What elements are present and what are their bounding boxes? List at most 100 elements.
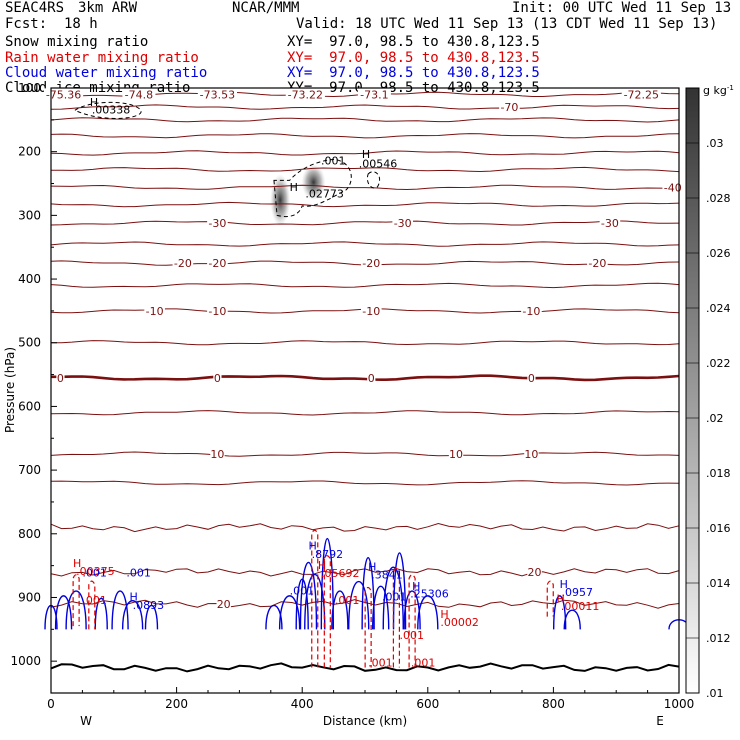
colorbar-unit: g kg bbox=[703, 84, 727, 97]
cloud-water-contour bbox=[563, 609, 581, 630]
colorbar-tick-label: .026 bbox=[706, 247, 731, 260]
x-tick-label: 400 bbox=[291, 697, 314, 711]
max-value-label: .8792 bbox=[312, 548, 344, 561]
colorbar-ticks: .01 .012 .014 .016 .018 .02 .022 .024 .026 .028 .0… bbox=[686, 137, 731, 700]
isotherm-label: 0 bbox=[214, 372, 221, 385]
isotherm-label-bg bbox=[207, 257, 228, 270]
colorbar-tick-label: .012 bbox=[706, 632, 731, 645]
isotherm-label: 0 bbox=[57, 372, 64, 385]
isotherm-label: -20 bbox=[362, 257, 380, 270]
colorbar-tick-label: .02 bbox=[706, 412, 724, 425]
ice-contour bbox=[73, 101, 142, 120]
isotherm-label: -20 bbox=[588, 257, 606, 270]
max-value-label: .05692 bbox=[321, 567, 360, 580]
isotherm-line bbox=[50, 104, 680, 110]
isotherm-label: -70 bbox=[500, 101, 518, 114]
colorbar-unit-exponent: -1 bbox=[727, 84, 734, 92]
y-tick-label: 1000 bbox=[10, 654, 41, 668]
isotherm-label: -73.1 bbox=[360, 88, 388, 101]
max-marker: H bbox=[318, 559, 326, 572]
max-value-label: .0893 bbox=[133, 599, 165, 612]
isotherm-label-bg bbox=[599, 217, 621, 230]
isotherm-label: -75.36 bbox=[46, 88, 81, 101]
axes: 0 200 400 600 800 100010020030040050060070080… bbox=[10, 81, 694, 711]
max-value-label: .25306 bbox=[410, 587, 449, 600]
cloud-water-contour bbox=[278, 595, 301, 630]
y-tick-label: 700 bbox=[18, 463, 41, 477]
cloud-water-contour bbox=[382, 566, 404, 630]
isotherm-line bbox=[50, 451, 680, 457]
x-tick-label: 0 bbox=[47, 697, 55, 711]
isotherm-label: -74.8 bbox=[125, 88, 153, 101]
max-marker: H bbox=[73, 557, 81, 570]
max-marker: H bbox=[560, 578, 568, 591]
cloud-water-contour bbox=[348, 581, 370, 630]
y-tick-label: 400 bbox=[18, 272, 41, 286]
forecast-hour: 18 h bbox=[64, 16, 98, 32]
max-value-label: .001 bbox=[290, 584, 315, 597]
max-marker: H bbox=[412, 580, 420, 593]
svg-text:g kg-1: g kg-1 bbox=[703, 84, 734, 97]
max-marker: H bbox=[440, 608, 448, 621]
field-xy-cloud: XY= 97.0, 98.5 to 430.8,123.5 bbox=[287, 65, 540, 81]
isotherm-label: 0 bbox=[528, 372, 535, 385]
cloud-water-contour bbox=[94, 597, 108, 630]
isotherm-label: -10 bbox=[146, 305, 164, 318]
isotherm-label-bg bbox=[360, 257, 382, 270]
isotherm-label: 10 bbox=[449, 448, 463, 461]
isotherm-label-bg bbox=[210, 448, 225, 461]
cloud-water-contour bbox=[417, 595, 439, 630]
cloud-water-contour bbox=[320, 537, 335, 630]
y-tick-label: 300 bbox=[18, 208, 41, 222]
max-value-label: .001 bbox=[321, 154, 346, 167]
contour-labels: -75.36 -74.8 -73.53 -73.22 -73.1 -72.25 -70 -40… bbox=[43, 88, 684, 669]
isotherm-line bbox=[50, 241, 680, 247]
isotherm-label-bg bbox=[521, 304, 542, 317]
colorbar-tick-label: .014 bbox=[706, 577, 731, 590]
temperature-contours bbox=[50, 91, 680, 673]
organization-label: NCAR/MMM bbox=[232, 0, 300, 16]
isotherm-line bbox=[50, 166, 680, 173]
colorbar bbox=[685, 87, 700, 694]
cloud-water-contour bbox=[299, 561, 318, 630]
isotherm-line bbox=[50, 522, 680, 533]
max-marker: H bbox=[130, 591, 138, 604]
isotherm-label-bg bbox=[527, 566, 542, 578]
colorbar-tick-label: .03 bbox=[706, 137, 724, 150]
isotherm-label: 20 bbox=[217, 598, 231, 611]
isotherm-label-bg bbox=[499, 101, 520, 114]
isotherm-label: -40 bbox=[664, 181, 682, 194]
max-value-label: .00011 bbox=[561, 600, 600, 613]
isotherm-label: 10 bbox=[210, 448, 224, 461]
isotherm-label-bg bbox=[122, 88, 156, 101]
max-value-label: .00375 bbox=[76, 565, 115, 578]
max-value-label: .001 bbox=[82, 594, 107, 607]
cloud-water-contour bbox=[54, 595, 73, 630]
isotherm-label-bg bbox=[197, 88, 238, 101]
max-value-label: .001 bbox=[411, 656, 436, 669]
max-value-label: .001 bbox=[82, 566, 107, 579]
max-marker: H bbox=[90, 96, 98, 109]
isotherm-label: -73.53 bbox=[200, 88, 235, 101]
x-end-label-west: W bbox=[80, 714, 92, 728]
colorbar-tick-label: .022 bbox=[706, 357, 731, 370]
isotherm-line bbox=[50, 184, 680, 191]
x-tick-label: 200 bbox=[165, 697, 188, 711]
isotherm-label-bg bbox=[448, 448, 464, 461]
isotherm-label-bg bbox=[207, 304, 228, 317]
max-value-label: .001 bbox=[382, 591, 407, 604]
max-value-label: .00338 bbox=[92, 103, 131, 116]
x-tick-label: 800 bbox=[542, 697, 565, 711]
max-marker: H bbox=[308, 540, 316, 553]
isotherm-line bbox=[50, 117, 680, 123]
forecast-label: Fcst: bbox=[5, 16, 48, 32]
cloud-water-contour bbox=[295, 578, 309, 630]
y-tick-label: 200 bbox=[18, 145, 41, 159]
isotherm-label-bg bbox=[662, 181, 684, 194]
ice-shading bbox=[270, 164, 326, 227]
isotherm-label-bg bbox=[172, 257, 194, 270]
isotherm-label: -20 bbox=[174, 257, 192, 270]
ice-shade-blob bbox=[301, 164, 326, 201]
max-value-label: .001 bbox=[126, 566, 151, 579]
field-xy-snow: XY= 97.0, 98.5 to 430.8,123.5 bbox=[287, 34, 540, 50]
